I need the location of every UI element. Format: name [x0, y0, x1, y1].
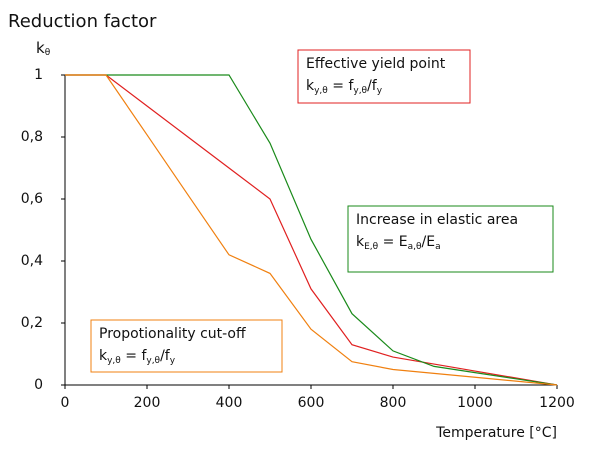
- x-tick-label: 0: [61, 395, 70, 411]
- y-axis-label-main: k: [36, 39, 45, 57]
- legend-name: Propotionality cut-off: [99, 326, 246, 342]
- formula-sub: y,θ: [107, 356, 121, 366]
- y-axis-label-sub: θ: [45, 48, 51, 58]
- formula-text: = E: [378, 234, 407, 250]
- formula-sub: E,θ: [364, 242, 379, 252]
- x-tick-label: 1000: [457, 395, 493, 411]
- legend-box: [347, 205, 554, 273]
- formula-text: k: [99, 348, 108, 364]
- y-tick-label: 0,4: [21, 253, 43, 269]
- x-tick-label: 1200: [539, 395, 575, 411]
- y-axis-label: kθ: [36, 39, 51, 58]
- formula-text: k: [356, 234, 365, 250]
- formula-sub: y: [377, 86, 383, 96]
- series-line: [65, 74, 558, 386]
- legend-name: Effective yield point: [306, 56, 446, 72]
- formula-sub: y,θ: [353, 86, 367, 96]
- formula-text: = f: [121, 348, 148, 364]
- formula-sub: y,θ: [314, 86, 328, 96]
- formula-sub: y: [170, 356, 176, 366]
- y-tick-label: 0: [34, 377, 43, 393]
- formula-text: /f: [367, 78, 378, 94]
- x-tick-label: 800: [380, 395, 407, 411]
- y-tick-label: 1: [34, 67, 43, 83]
- formula-text: k: [306, 78, 315, 94]
- x-tick-label: 200: [134, 395, 161, 411]
- x-tick-label: 400: [216, 395, 243, 411]
- x-axis-label: Temperature [°C]: [435, 425, 557, 441]
- legend-formula: ky,θ = fy,θ/fy: [306, 78, 383, 96]
- formula-text: = f: [328, 78, 355, 94]
- chart-title: Reduction factor: [8, 11, 157, 32]
- formula-text: /f: [160, 348, 171, 364]
- legend-box: [90, 319, 283, 373]
- x-tick-label: 600: [298, 395, 325, 411]
- formula-sub: y,θ: [146, 356, 160, 366]
- legend-formula: kE,θ = Ea,θ/Ea: [356, 234, 441, 252]
- y-tick-label: 0,8: [21, 129, 43, 145]
- series-line: [65, 74, 558, 386]
- y-tick-label: 0,2: [21, 315, 43, 331]
- formula-sub: a,θ: [408, 242, 422, 252]
- formula-text: /E: [422, 234, 436, 250]
- y-tick-label: 0,6: [21, 191, 43, 207]
- formula-sub: a: [435, 242, 441, 252]
- series-line: [65, 74, 558, 386]
- legend-box: [297, 49, 471, 104]
- legend-formula: ky,θ = fy,θ/fy: [99, 348, 176, 366]
- legend-name: Increase in elastic area: [356, 212, 518, 228]
